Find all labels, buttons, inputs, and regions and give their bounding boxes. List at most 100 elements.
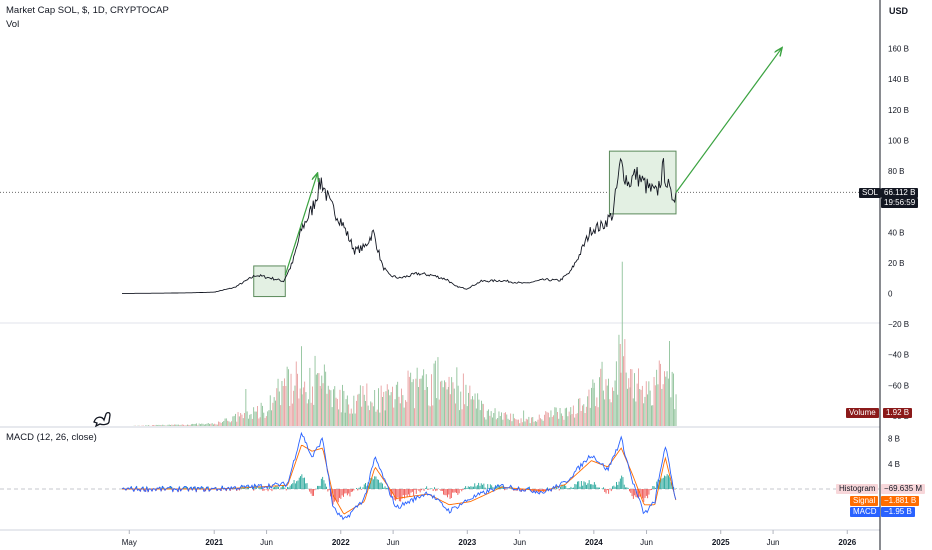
volume-bar xyxy=(376,409,378,426)
volume-bar xyxy=(389,395,391,426)
macd-histogram-bar xyxy=(463,487,465,489)
volume-bar xyxy=(460,391,462,426)
volume-bar xyxy=(223,421,225,426)
macd-histogram-bar xyxy=(612,486,613,489)
macd-histogram-bar xyxy=(539,489,541,494)
volume-bar xyxy=(185,425,187,426)
volume-bar xyxy=(601,361,603,426)
volume-bar xyxy=(356,400,357,426)
macd-histogram-bar xyxy=(419,489,421,493)
macd-histogram-bar xyxy=(571,487,573,489)
volume-bar xyxy=(273,397,275,426)
volume-bar xyxy=(550,410,552,426)
volume-bar xyxy=(502,419,504,426)
macd-histogram-bar xyxy=(167,487,169,489)
macd-histogram-bar xyxy=(505,489,507,490)
macd-histogram-bar xyxy=(383,487,385,489)
volume-bar xyxy=(229,422,231,426)
volume-bar xyxy=(352,413,353,426)
macd-histogram-bar xyxy=(670,482,672,489)
volume-bar xyxy=(559,408,561,426)
volume-bar xyxy=(507,418,509,426)
price-axis-tick: −40 B xyxy=(888,351,909,360)
volume-bar xyxy=(294,385,296,426)
time-axis-tick: 2023 xyxy=(458,538,476,547)
volume-bar xyxy=(318,373,320,426)
volume-bar xyxy=(484,417,486,426)
macd-histogram-bar xyxy=(608,489,610,494)
macd-histogram-bar xyxy=(323,480,325,489)
macd-histogram-bar xyxy=(332,489,334,505)
volume-bar xyxy=(174,424,175,426)
volume-bar xyxy=(213,424,214,426)
volume-bar xyxy=(551,416,553,426)
volume-bar xyxy=(604,399,606,426)
macd-histogram-bar xyxy=(462,489,464,490)
macd-histogram-bar xyxy=(447,489,448,498)
volume-bar xyxy=(394,399,396,426)
volume-bar xyxy=(370,401,372,426)
macd-histogram-bar xyxy=(309,489,311,492)
macd-histogram-bar xyxy=(475,486,477,489)
volume-bar xyxy=(469,385,471,426)
macd-histogram-bar xyxy=(645,489,647,496)
macd-histogram-bar xyxy=(293,480,295,489)
macd-histogram-bar xyxy=(203,489,205,492)
volume-bar xyxy=(533,421,535,426)
volume-bar xyxy=(583,404,585,426)
volume-bar xyxy=(527,419,528,426)
macd-histogram-bar xyxy=(651,489,652,490)
volume-bar xyxy=(648,381,650,426)
volume-bar xyxy=(151,425,153,426)
volume-tag-name: Volume xyxy=(846,408,879,418)
macd-histogram-bar xyxy=(638,489,639,499)
macd-histogram-bar xyxy=(488,487,490,489)
macd-histogram-bar xyxy=(519,489,521,492)
macd-histogram-bar xyxy=(401,489,403,499)
volume-bar xyxy=(406,401,408,426)
volume-bar xyxy=(431,374,432,426)
volume-bar xyxy=(566,407,567,426)
price-tag-value: 66.112 B xyxy=(881,188,919,198)
volume-bar xyxy=(455,403,456,426)
volume-bar xyxy=(625,372,627,426)
volume-bar xyxy=(383,391,385,426)
macd-histogram-bar xyxy=(261,486,262,489)
volume-bar xyxy=(542,420,544,426)
macd-histogram-bar xyxy=(284,487,286,489)
macd-histogram-bar xyxy=(376,479,378,489)
volume-bar xyxy=(453,388,455,426)
volume-bar xyxy=(201,423,203,426)
volume-bar xyxy=(278,391,280,426)
macd-histogram-bar xyxy=(367,482,369,489)
volume-bar xyxy=(322,383,324,426)
macd-histogram-bar xyxy=(431,488,433,489)
macd-histogram-bar xyxy=(547,487,548,489)
volume-bar xyxy=(416,367,418,426)
macd-histogram-bar xyxy=(255,487,257,489)
macd-histogram-bar xyxy=(288,487,290,489)
macd-histogram-bar xyxy=(592,484,594,489)
volume-bar xyxy=(276,388,278,426)
volume-bar xyxy=(227,420,229,426)
volume-bar xyxy=(253,407,255,426)
price-series-line xyxy=(122,157,677,294)
volume-bar xyxy=(338,409,340,426)
macd-histogram-bar xyxy=(397,489,399,498)
macd-histogram-bar xyxy=(623,484,625,489)
volume-bar xyxy=(285,386,287,426)
macd-histogram-bar xyxy=(642,489,643,499)
macd-histogram-bar xyxy=(263,489,265,491)
macd-histogram-bar xyxy=(536,489,538,491)
volume-bar xyxy=(380,385,382,426)
volume-bar xyxy=(163,425,165,426)
macd-histogram-bar xyxy=(562,484,564,489)
volume-bar xyxy=(382,397,383,426)
macd-histogram-bar xyxy=(492,487,494,489)
time-axis-tick: Jun xyxy=(387,538,400,547)
macd-histogram-bar xyxy=(327,489,329,492)
volume-bar xyxy=(189,425,191,426)
currency-label[interactable]: USD xyxy=(889,6,909,16)
macd-histogram-bar xyxy=(496,486,498,489)
